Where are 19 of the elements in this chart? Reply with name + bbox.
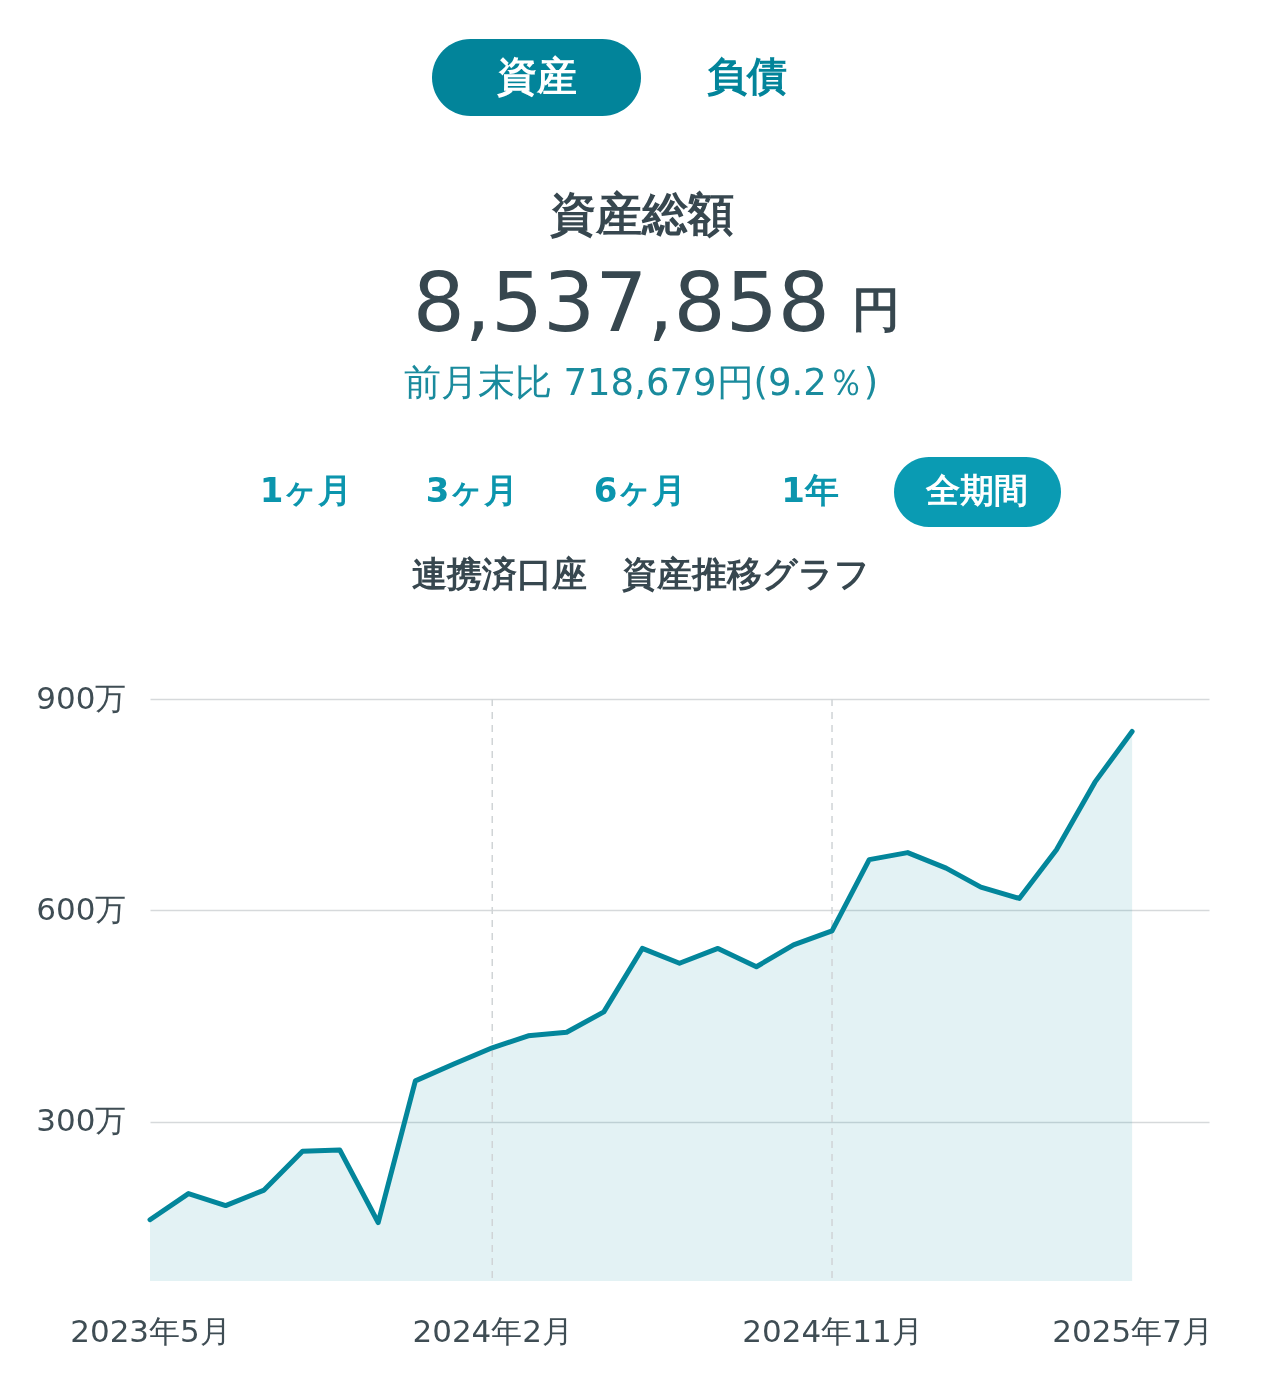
- text: 資産総額: [550, 187, 734, 241]
- text: 前月末比 718,679円(9.2％): [403, 361, 879, 404]
- x-tick-label: 2023年5月: [70, 1312, 231, 1349]
- text: 1ヶ月: [259, 470, 353, 510]
- text: 全期間: [925, 470, 1028, 510]
- text: 1年: [781, 470, 839, 510]
- text: 6ヶ月: [593, 470, 687, 510]
- text: 円: [852, 281, 900, 337]
- text: 資産: [497, 53, 577, 99]
- x-tick-label: 2024年11月: [742, 1312, 923, 1349]
- y-tick-label: 300万: [36, 1102, 127, 1139]
- y-tick-label: 900万: [36, 679, 127, 716]
- text: 8,537,858: [412, 255, 830, 350]
- chart-title: 連携済口座 資産推移グラフ: [412, 554, 870, 594]
- text: 負債: [707, 53, 787, 99]
- x-tick-label: 2025年7月: [1052, 1312, 1213, 1349]
- y-tick-label: 600万: [36, 890, 127, 927]
- text: 3ヶ月: [425, 470, 519, 510]
- x-tick-label: 2024年2月: [412, 1312, 574, 1349]
